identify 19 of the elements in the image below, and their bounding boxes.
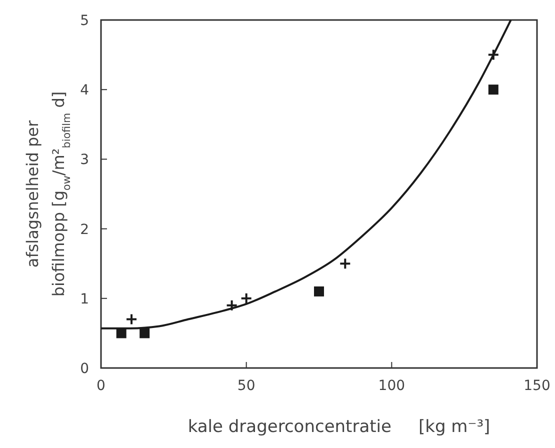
y-tick-label: 3 <box>80 152 89 168</box>
x-tick-label: 150 <box>524 378 550 394</box>
x-tick-label: 50 <box>237 378 256 394</box>
y-tick-label: 0 <box>80 361 89 377</box>
point <box>126 313 138 326</box>
x-axis-title: kale dragerconcentratie [kg m⁻³] <box>188 417 490 437</box>
point <box>240 292 252 304</box>
y-tick-label: 5 <box>80 13 89 29</box>
x-tick-label: 100 <box>378 378 406 394</box>
point <box>314 286 324 296</box>
y-tick-label: 2 <box>80 222 89 238</box>
point <box>226 299 238 312</box>
point <box>339 258 352 270</box>
y-tick-label: 4 <box>80 82 90 99</box>
x-tick-label: 0 <box>96 378 106 394</box>
point <box>487 48 500 61</box>
y-tick-label: 1 <box>80 291 89 308</box>
point <box>140 328 150 338</box>
point <box>488 84 498 95</box>
